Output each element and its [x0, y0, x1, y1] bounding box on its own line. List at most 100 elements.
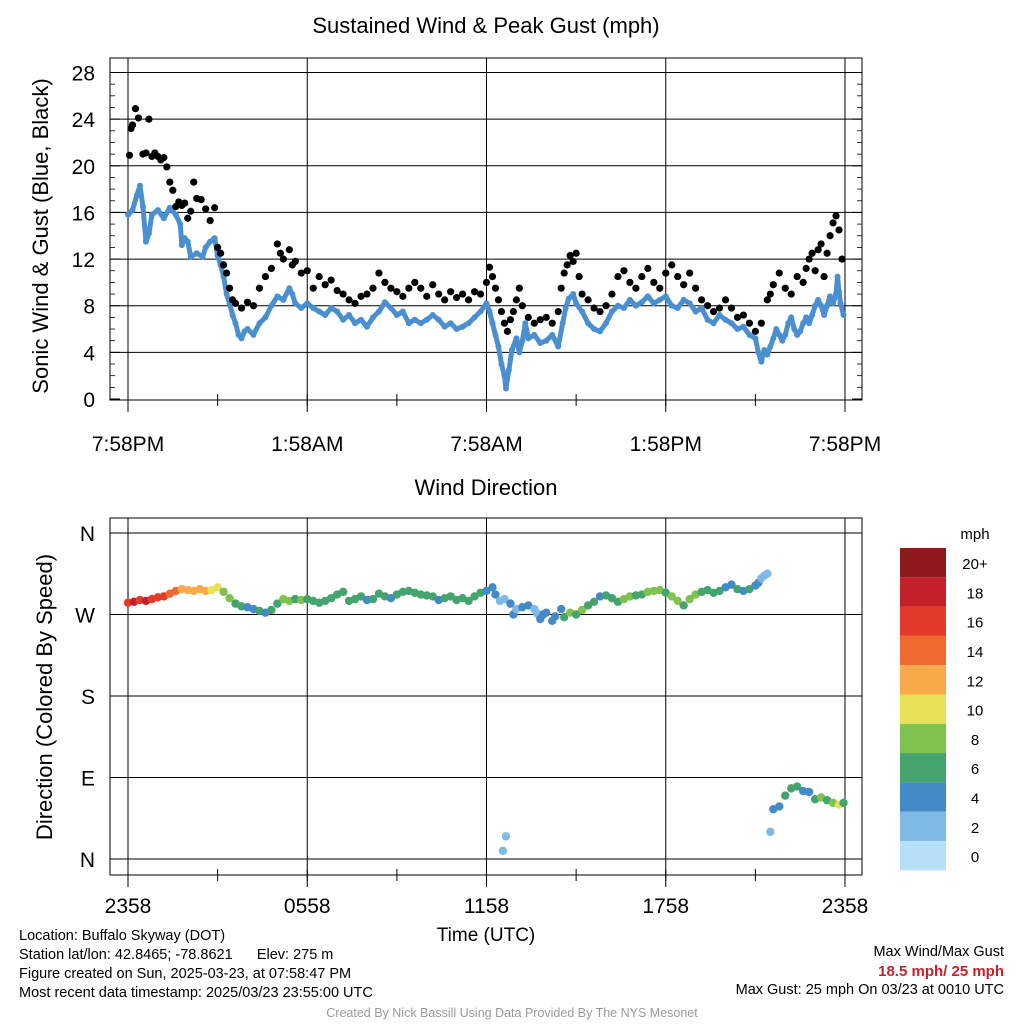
direction-point	[273, 599, 282, 608]
gust-point	[497, 307, 506, 316]
gust-point	[590, 304, 598, 312]
gust-point	[838, 255, 846, 263]
direction-xtick-label: 0558	[284, 895, 331, 918]
gust-point	[482, 278, 491, 286]
gust-point	[220, 261, 228, 269]
max-summary: Max Wind/Max Gust 18.5 mph/ 25 mph Max G…	[736, 943, 1004, 1000]
gust-point	[163, 163, 171, 171]
gust-point	[435, 290, 443, 298]
gust-point	[614, 272, 622, 281]
gust-point	[826, 232, 834, 240]
sustained-wind-point	[573, 300, 580, 307]
speed-ytick-label: 24	[72, 109, 96, 132]
sustained-wind-point	[328, 305, 335, 312]
gust-point	[197, 196, 205, 204]
sustained-wind-point	[310, 305, 317, 312]
station-info: Location: Buffalo Skyway (DOT) Station l…	[19, 927, 373, 1003]
sustained-wind-point	[369, 314, 376, 321]
direction-ytick-label: S	[81, 686, 95, 709]
sustained-wind-point	[662, 293, 669, 300]
direction-point	[793, 782, 802, 791]
sustained-wind-point	[486, 308, 493, 315]
sustained-wind-point	[837, 300, 844, 307]
elevation-text: Elev: 275 m	[256, 947, 334, 963]
sustained-wind-point	[770, 335, 777, 342]
direction-ytick-label: W	[75, 605, 95, 628]
sustained-wind-point	[459, 323, 466, 330]
colorbar-swatch	[900, 635, 946, 666]
sustained-wind-point	[650, 300, 657, 307]
sustained-wind-point	[752, 335, 759, 342]
sustained-wind-point	[502, 385, 509, 392]
gust-point	[399, 292, 407, 300]
direction-point	[267, 605, 276, 615]
sustained-wind-point	[223, 291, 230, 298]
speed-ytick-label: 12	[72, 249, 95, 272]
direction-point	[559, 613, 569, 622]
sustained-wind-point	[238, 335, 245, 342]
direction-y-axis-label: Direction (Colored By Speed)	[32, 554, 57, 840]
direction-ytick-label: N	[80, 849, 95, 872]
gust-point	[309, 284, 317, 292]
gust-point	[656, 284, 664, 292]
sustained-wind-point	[513, 335, 520, 342]
colorbar-label: 2	[971, 820, 979, 837]
direction-point	[685, 594, 694, 604]
gust-point	[187, 207, 195, 215]
gust-point	[638, 272, 646, 281]
sustained-wind-point	[555, 343, 562, 350]
sustained-wind-point	[776, 331, 783, 338]
sustained-wind-point	[836, 288, 843, 295]
gust-point	[554, 307, 562, 316]
sustained-wind-point	[614, 302, 621, 309]
sustained-wind-point	[334, 308, 341, 315]
sustained-wind-point	[761, 347, 768, 354]
gust-point	[506, 316, 514, 324]
recent-timestamp-text: Most recent data timestamp: 2025/03/23 2…	[19, 985, 373, 1001]
sustained-wind-point	[632, 302, 639, 309]
direction-point	[498, 846, 508, 856]
sustained-wind-point	[133, 191, 140, 198]
sustained-wind-point	[818, 302, 825, 309]
location-text: Location: Buffalo Skyway (DOT)	[19, 928, 226, 944]
sustained-wind-point	[256, 320, 263, 327]
gust-point	[297, 269, 305, 277]
sustained-wind-point	[465, 320, 472, 327]
speed-chart-title: Sustained Wind & Peak Gust (mph)	[312, 13, 659, 38]
sustained-wind-point	[405, 320, 412, 327]
gust-point	[698, 296, 706, 304]
gust-point	[584, 296, 592, 304]
gust-point	[626, 278, 634, 286]
latlon-row: Station lat/lon: 42.8465; -78.8621 Elev:…	[19, 946, 373, 965]
sustained-wind-point	[423, 316, 430, 323]
sustained-wind-point	[358, 316, 365, 323]
sustained-wind-point	[492, 331, 499, 338]
sustained-wind-point	[656, 296, 663, 303]
sustained-wind-point	[399, 308, 406, 315]
gust-point	[464, 296, 473, 304]
gust-point	[327, 276, 335, 284]
sustained-wind-point	[289, 291, 296, 298]
sustained-wind-point	[812, 302, 819, 309]
gust-point	[787, 290, 795, 298]
sustained-wind-point	[508, 347, 515, 354]
gust-point	[261, 272, 270, 281]
sustained-wind-point	[268, 302, 275, 309]
sustained-wind-point	[489, 320, 496, 327]
gust-point	[333, 286, 341, 295]
direction-point	[368, 594, 378, 604]
gust-point	[285, 246, 293, 254]
sustained-wind-point	[638, 299, 645, 306]
direction-point	[225, 594, 234, 603]
gust-point	[733, 313, 742, 321]
sustained-wind-point	[393, 312, 400, 319]
colorbar-label: 14	[967, 644, 984, 661]
gust-point	[566, 251, 574, 260]
gust-point	[470, 288, 479, 296]
direction-point	[542, 608, 551, 617]
sustained-wind-point	[543, 337, 550, 344]
sustained-wind-point	[447, 320, 454, 327]
gust-point	[542, 313, 550, 321]
direction-point	[491, 590, 500, 599]
